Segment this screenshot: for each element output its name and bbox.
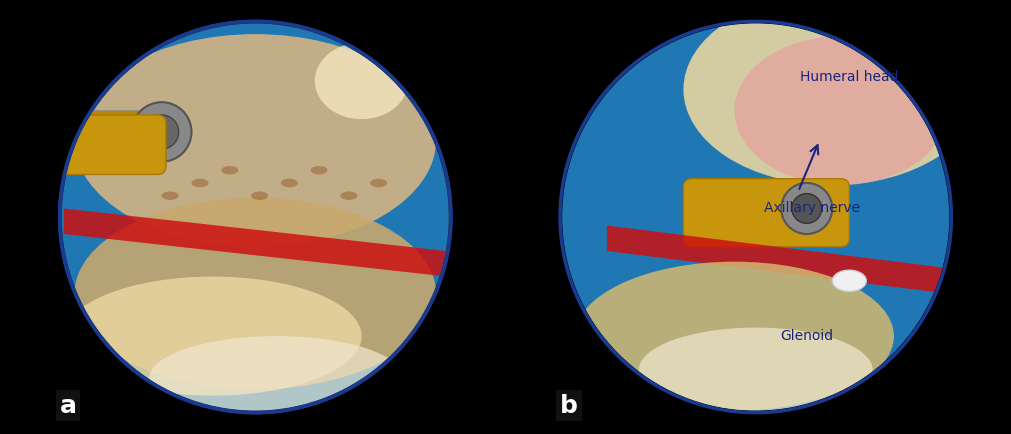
Ellipse shape bbox=[341, 191, 357, 200]
Ellipse shape bbox=[75, 34, 436, 247]
Ellipse shape bbox=[310, 166, 328, 174]
PathPatch shape bbox=[64, 208, 447, 276]
Ellipse shape bbox=[162, 191, 179, 200]
Ellipse shape bbox=[60, 21, 451, 413]
Ellipse shape bbox=[191, 179, 208, 187]
Ellipse shape bbox=[62, 23, 449, 411]
Ellipse shape bbox=[832, 270, 866, 292]
FancyBboxPatch shape bbox=[683, 179, 849, 247]
Ellipse shape bbox=[683, 0, 981, 185]
Ellipse shape bbox=[314, 43, 408, 119]
Ellipse shape bbox=[734, 36, 947, 185]
FancyBboxPatch shape bbox=[56, 115, 166, 174]
Circle shape bbox=[782, 183, 832, 234]
Circle shape bbox=[792, 194, 822, 224]
FancyBboxPatch shape bbox=[73, 111, 158, 145]
Text: Humeral head: Humeral head bbox=[800, 69, 899, 84]
Circle shape bbox=[145, 115, 179, 149]
Circle shape bbox=[131, 102, 191, 162]
PathPatch shape bbox=[607, 226, 947, 293]
Text: a: a bbox=[60, 394, 77, 418]
Text: b: b bbox=[560, 394, 578, 418]
Ellipse shape bbox=[221, 166, 239, 174]
Ellipse shape bbox=[370, 179, 387, 187]
Ellipse shape bbox=[64, 276, 362, 396]
Ellipse shape bbox=[562, 23, 949, 411]
Ellipse shape bbox=[251, 191, 268, 200]
Ellipse shape bbox=[75, 198, 436, 389]
Ellipse shape bbox=[639, 328, 872, 413]
Ellipse shape bbox=[149, 336, 404, 421]
Ellipse shape bbox=[575, 262, 894, 411]
Text: Glenoid: Glenoid bbox=[780, 329, 833, 343]
Ellipse shape bbox=[281, 179, 298, 187]
Text: Axillary nerve: Axillary nerve bbox=[764, 201, 860, 216]
